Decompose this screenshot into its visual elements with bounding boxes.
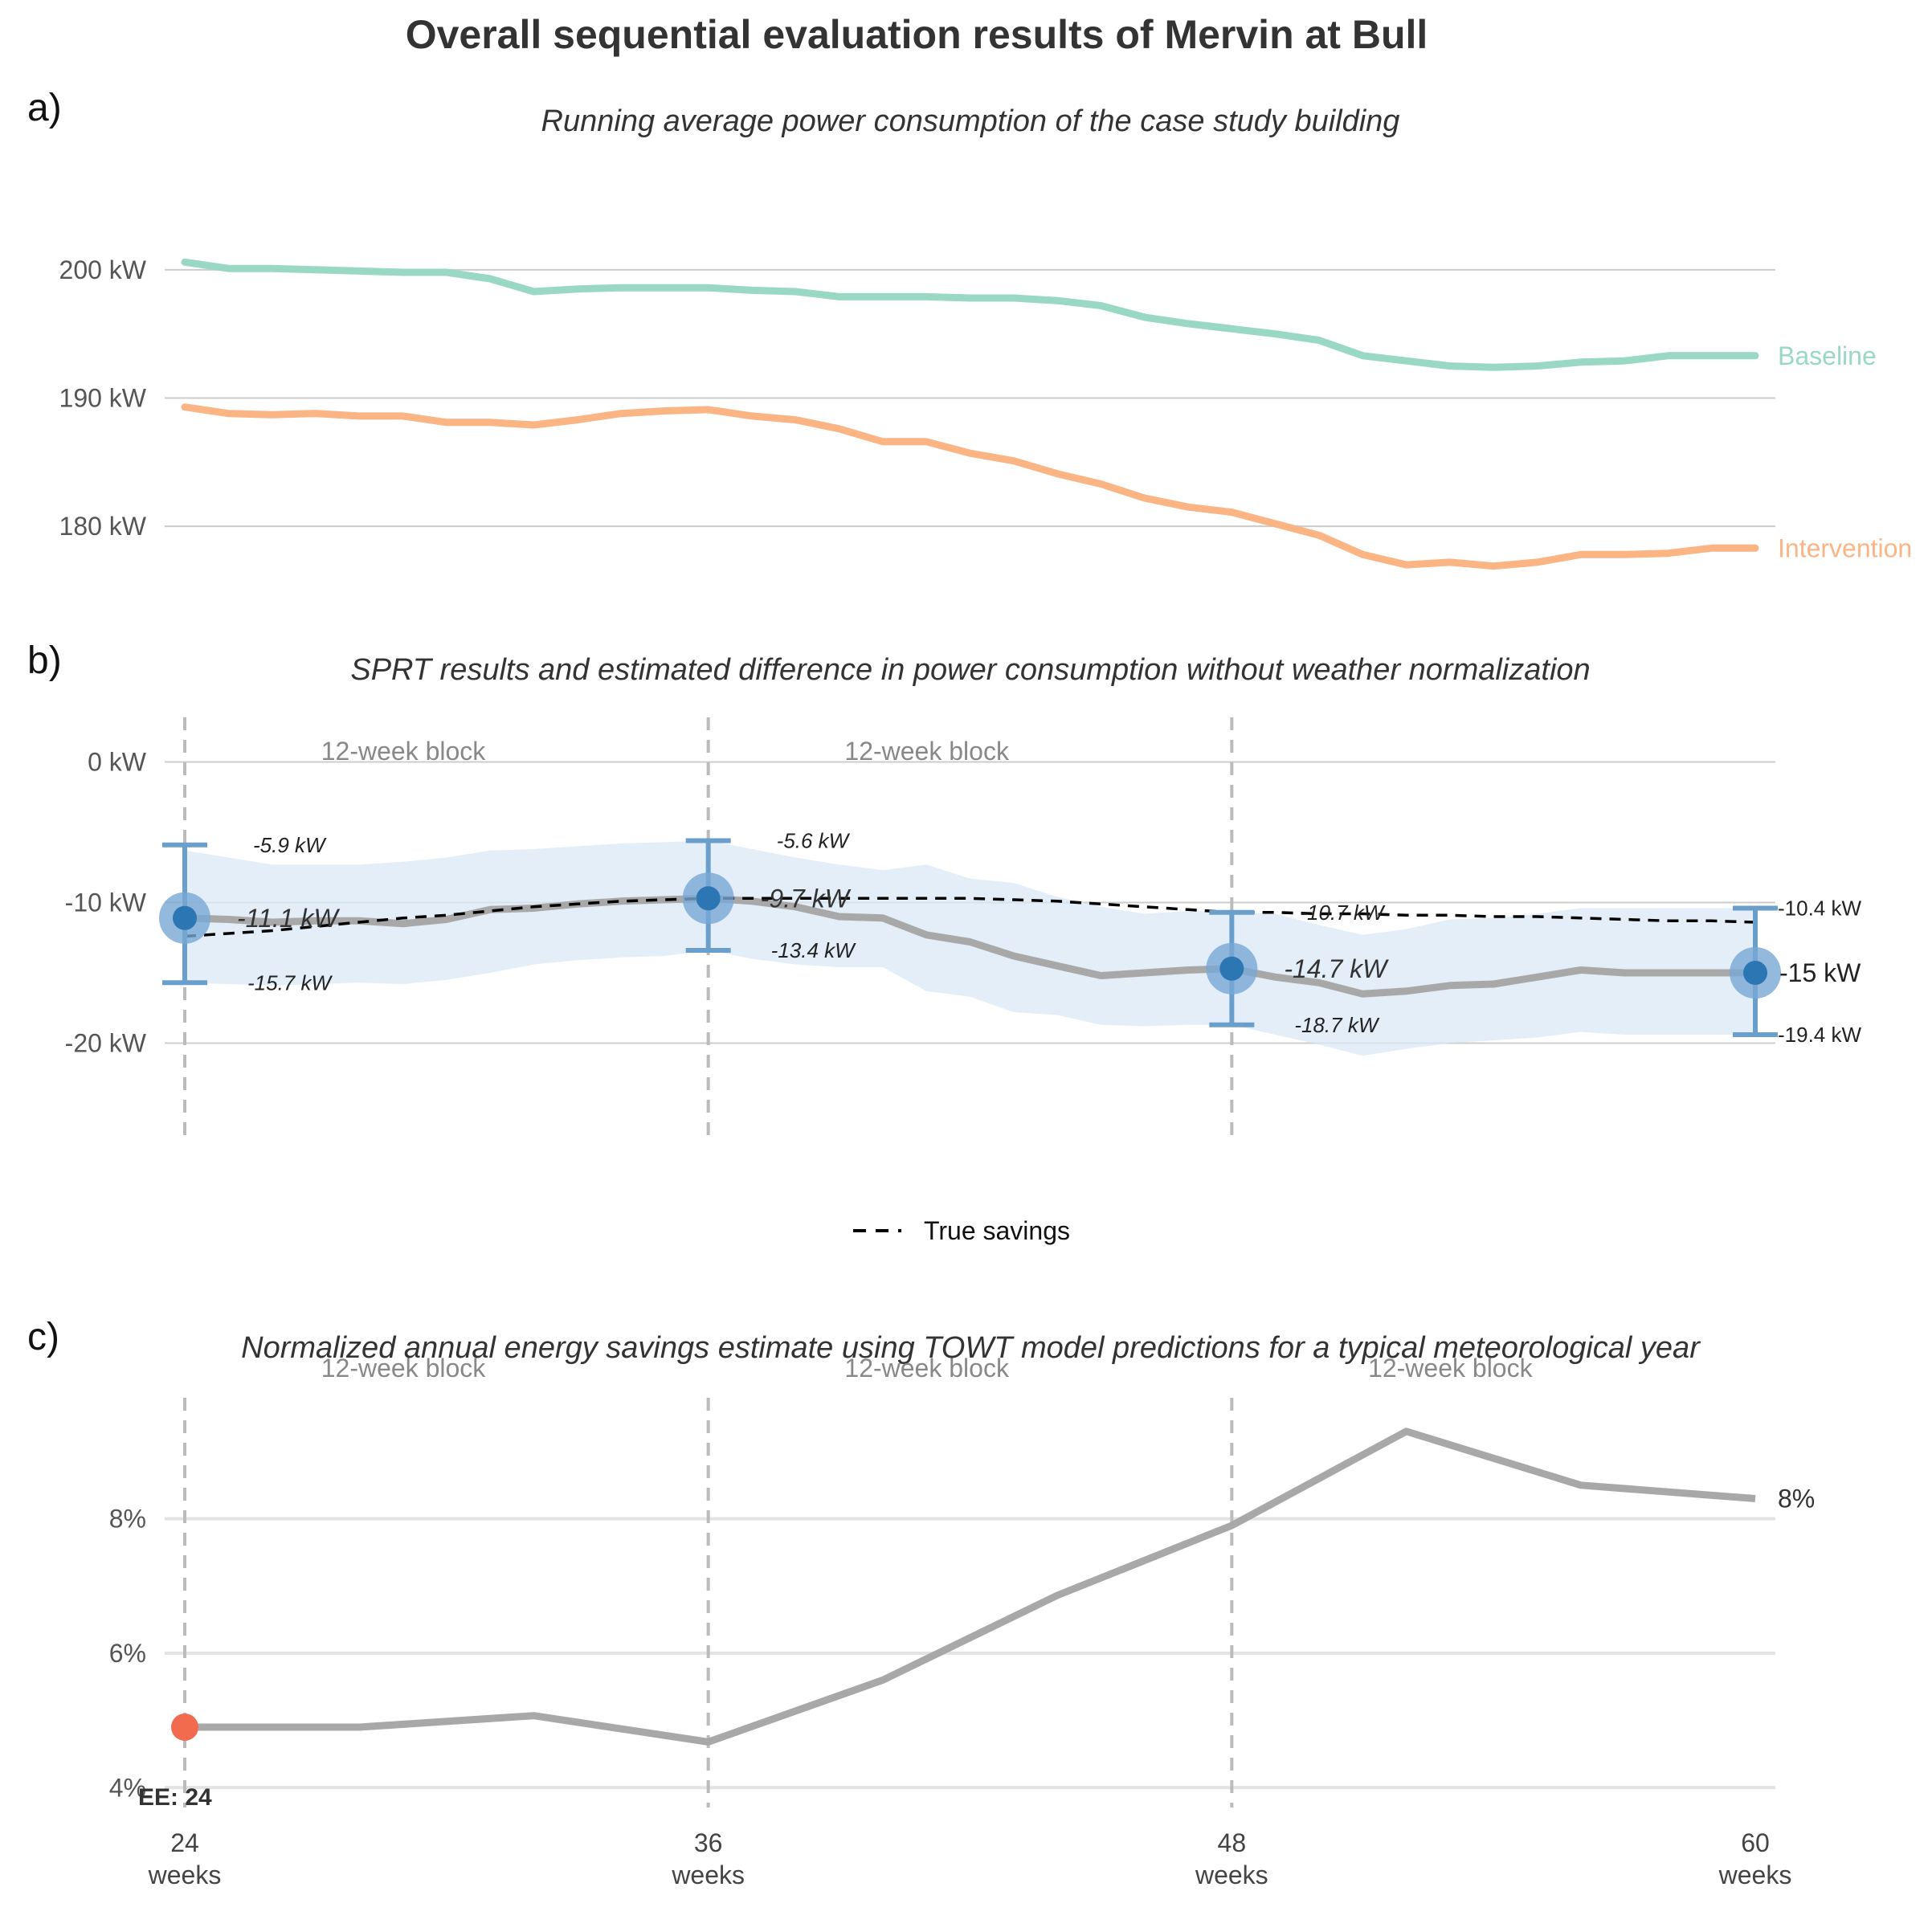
panel-a-title: Running average power consumption of the… bbox=[541, 104, 1400, 138]
panel-a-y-tick-label: 180 kW bbox=[59, 512, 147, 541]
panel-c-y-tick-label: 8% bbox=[109, 1505, 146, 1534]
panel-a-series-baseline-label: Baseline bbox=[1778, 341, 1877, 370]
x-axis-ticks: 24 weeks 36 weeks 48 weeks 60 weeks bbox=[148, 1828, 1792, 1889]
panel-b-estimate-line bbox=[184, 894, 1755, 998]
ci-lower-label: -13.4 kW bbox=[771, 938, 856, 962]
panel-c-line-group: 8% EE: 24 bbox=[138, 1428, 1815, 1811]
panel-b-block-labels: 12-week block 12-week block bbox=[321, 737, 1010, 766]
panel-c-block-labels: 12-week block 12-week block 12-week block bbox=[321, 1354, 1534, 1383]
ci-upper-label: -5.9 kW bbox=[253, 833, 327, 857]
x-tick-unit: weeks bbox=[1718, 1861, 1792, 1889]
panel-a-series-intervention-label: Intervention bbox=[1778, 533, 1912, 562]
panel-b-legend: True savings bbox=[853, 1216, 1070, 1245]
panel-b-title: SPRT results and estimated difference in… bbox=[350, 653, 1590, 687]
panel-a-grid bbox=[165, 268, 1775, 528]
panel-b-lines bbox=[184, 894, 1756, 998]
estimate-label: -14.7 kW bbox=[1284, 954, 1389, 983]
panel-a-series bbox=[181, 258, 1759, 570]
chart-title: Overall sequential evaluation results of… bbox=[406, 12, 1428, 57]
panel-a-series-labels: Baseline Intervention bbox=[1778, 341, 1912, 563]
panel-b-checkpoint-60: -10.4 kW -19.4 kW -15 kW bbox=[1730, 897, 1861, 1047]
panel-b-y-tick-label: -10 kW bbox=[65, 888, 147, 917]
estimate-label: -15 kW bbox=[1779, 958, 1861, 987]
x-tick-value: 60 bbox=[1741, 1828, 1770, 1857]
panel-c-title: Normalized annual energy savings estimat… bbox=[241, 1331, 1701, 1365]
panel-c-ee-point bbox=[171, 1713, 198, 1741]
panel-b-letter: b) bbox=[27, 639, 62, 682]
panel-a-series-intervention-line bbox=[181, 403, 1759, 570]
panel-b-checkpoint-48: -10.7 kW -18.7 kW -14.7 kW bbox=[1206, 901, 1389, 1037]
panel-b-ci-band-group bbox=[185, 840, 1755, 1056]
ci-upper-label: -10.4 kW bbox=[1778, 897, 1861, 921]
panel-a-y-tick-label: 190 kW bbox=[59, 384, 147, 413]
x-tick-unit: weeks bbox=[148, 1861, 222, 1889]
panel-c-ee-label: EE: 24 bbox=[138, 1784, 212, 1811]
panel-a-y-tick-label: 200 kW bbox=[59, 255, 147, 284]
estimate-label: -11.1 kW bbox=[237, 904, 340, 933]
x-tick-value: 48 bbox=[1218, 1828, 1247, 1857]
panel-b-checkpoints: -5.9 kW -15.7 kW -11.1 kW -5.6 kW -13.4 kW -9… bbox=[159, 829, 1861, 1047]
panel-c-y-tick-label: 4% bbox=[109, 1773, 146, 1802]
estimate-label: -9.7 kW bbox=[761, 884, 852, 913]
panel-b-y-tick-label: 0 kW bbox=[88, 748, 147, 777]
panel-a-series-baseline-line bbox=[181, 258, 1759, 371]
ci-lower-label: -15.7 kW bbox=[247, 970, 333, 995]
legend-true-savings-label: True savings bbox=[924, 1216, 1070, 1245]
panel-b-ci-band bbox=[185, 840, 1755, 1056]
panel-b-y-tick-label: -20 kW bbox=[65, 1029, 147, 1058]
panel-a-letter: a) bbox=[27, 87, 62, 129]
panel-b-block-label: 12-week block bbox=[844, 737, 1010, 766]
panel-c-letter: c) bbox=[27, 1316, 59, 1358]
panel-c-savings-line bbox=[185, 1428, 1756, 1746]
panel-c-block-label: 12-week block bbox=[1368, 1354, 1534, 1383]
ci-upper-label: -5.6 kW bbox=[777, 829, 851, 853]
panel-c-block-lines bbox=[183, 1398, 1234, 1807]
ci-lower-label: -18.7 kW bbox=[1294, 1013, 1379, 1037]
checkpoint-point bbox=[1219, 956, 1244, 981]
panel-c-y-tick-label: 6% bbox=[109, 1639, 146, 1668]
ci-upper-label: -10.7 kW bbox=[1300, 901, 1385, 925]
panel-c-grid bbox=[165, 1517, 1775, 1790]
panel-b-y-ticks: -20 kW -10 kW 0 kW bbox=[65, 748, 147, 1058]
x-tick-unit: weeks bbox=[671, 1861, 745, 1889]
panel-b-sprt: b) SPRT results and estimated difference… bbox=[27, 639, 1861, 1245]
panel-a-y-ticks: 180 kW 190 kW 200 kW bbox=[59, 255, 147, 541]
panel-c-block-label: 12-week block bbox=[321, 1354, 487, 1383]
panel-a-running-average: a) Running average power consumption of … bbox=[27, 87, 1912, 570]
panel-b-block-label: 12-week block bbox=[321, 737, 487, 766]
panel-c-y-ticks: 4% 6% 8% bbox=[109, 1505, 146, 1803]
ci-lower-label: -19.4 kW bbox=[1778, 1023, 1861, 1047]
panel-c-block-label: 12-week block bbox=[844, 1354, 1010, 1383]
x-tick-unit: weeks bbox=[1195, 1861, 1268, 1889]
x-tick-value: 36 bbox=[694, 1828, 723, 1857]
x-tick-value: 24 bbox=[170, 1828, 199, 1857]
panel-c-end-label: 8% bbox=[1778, 1485, 1815, 1513]
panel-b-checkpoint-24: -5.9 kW -15.7 kW -11.1 kW bbox=[159, 833, 340, 995]
checkpoint-point bbox=[1743, 961, 1767, 985]
panel-b-checkpoint-36: -5.6 kW -13.4 kW -9.7 kW bbox=[682, 829, 856, 962]
panel-c-normalized-savings: c) Normalized annual energy savings esti… bbox=[27, 1316, 1815, 1889]
checkpoint-point bbox=[173, 905, 197, 930]
checkpoint-point bbox=[696, 886, 721, 911]
